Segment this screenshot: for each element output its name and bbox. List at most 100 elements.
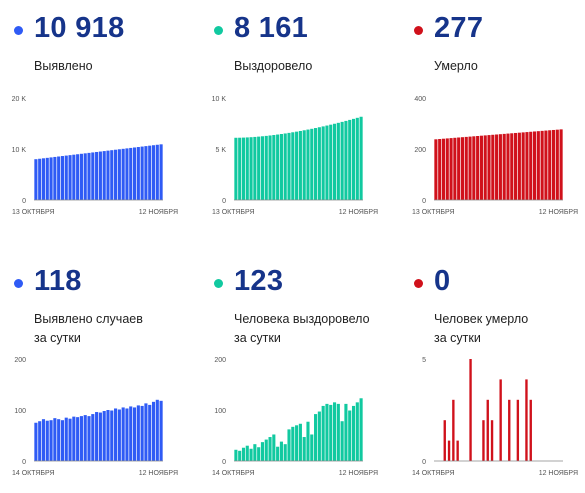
bar bbox=[283, 133, 287, 200]
bar bbox=[257, 447, 261, 461]
bar bbox=[355, 402, 359, 461]
bar bbox=[555, 129, 559, 200]
bar bbox=[132, 147, 137, 200]
bar bbox=[264, 439, 268, 461]
bar bbox=[159, 400, 163, 461]
bar bbox=[45, 157, 49, 200]
bar bbox=[479, 135, 483, 200]
bar bbox=[136, 405, 140, 461]
bar bbox=[148, 404, 152, 461]
bar bbox=[287, 429, 291, 461]
mini-bar-chart: 0 5 14 ОКТЯБРЯ 12 НОЯБРЯ bbox=[412, 357, 578, 477]
y-tick-label: 0 bbox=[22, 198, 26, 205]
bar bbox=[53, 156, 57, 200]
bar bbox=[441, 138, 446, 200]
bar bbox=[348, 410, 352, 461]
x-date-label: 12 НОЯБРЯ bbox=[339, 209, 378, 216]
bar bbox=[510, 133, 514, 200]
bar bbox=[306, 421, 310, 461]
bar bbox=[532, 131, 537, 200]
bar bbox=[68, 155, 72, 200]
bar bbox=[264, 135, 268, 200]
x-date-label: 14 ОКТЯБРЯ bbox=[12, 470, 55, 477]
y-tick-label: 10 K bbox=[212, 96, 227, 103]
bar bbox=[129, 147, 133, 200]
bar bbox=[329, 404, 333, 461]
bar bbox=[79, 416, 83, 461]
bar bbox=[525, 132, 529, 200]
bar bbox=[344, 403, 348, 461]
status-dot-icon bbox=[14, 26, 23, 35]
bar bbox=[241, 137, 246, 200]
bar bbox=[298, 130, 302, 200]
stat-panel: 10 918 Выявлено 0 10 K 20 K 13 ОКТЯБРЯ 12 НОЯБ… bbox=[0, 0, 185, 240]
bar bbox=[249, 448, 253, 461]
bar bbox=[525, 379, 528, 461]
bar bbox=[460, 137, 465, 200]
bar bbox=[102, 151, 106, 200]
bar bbox=[540, 130, 544, 200]
stat-label-line: Выздоровело bbox=[234, 59, 313, 73]
bar bbox=[272, 434, 276, 461]
bar bbox=[117, 149, 121, 200]
x-date-label: 13 ОКТЯБРЯ bbox=[412, 209, 455, 216]
bar bbox=[72, 416, 76, 461]
bar bbox=[529, 131, 533, 200]
bar bbox=[279, 441, 283, 461]
bar bbox=[95, 151, 99, 200]
bar bbox=[336, 122, 340, 200]
bar bbox=[64, 417, 68, 461]
bar bbox=[544, 130, 548, 200]
bar bbox=[351, 118, 356, 200]
bar bbox=[241, 447, 246, 461]
bar bbox=[456, 440, 459, 461]
bar bbox=[91, 414, 95, 461]
bar bbox=[245, 445, 249, 461]
bar bbox=[317, 411, 321, 461]
bar bbox=[79, 153, 83, 200]
stat-value: 8 161 bbox=[234, 12, 309, 44]
bar bbox=[314, 128, 318, 200]
bar bbox=[453, 137, 457, 200]
bar bbox=[287, 132, 291, 200]
bar bbox=[355, 117, 359, 200]
bar bbox=[517, 132, 521, 200]
bar bbox=[140, 146, 144, 200]
y-tick-label: 0 bbox=[22, 459, 26, 466]
bar bbox=[332, 123, 337, 200]
bar bbox=[249, 137, 253, 200]
bar bbox=[144, 403, 148, 461]
bar bbox=[151, 145, 156, 200]
bar bbox=[268, 437, 272, 461]
status-dot-icon bbox=[414, 26, 423, 35]
y-tick-label: 400 bbox=[414, 96, 426, 103]
bar bbox=[283, 444, 287, 461]
stat-label-line: за сутки bbox=[434, 331, 481, 345]
bar bbox=[238, 450, 242, 461]
bar bbox=[98, 412, 102, 461]
bar bbox=[291, 426, 295, 461]
stat-panel: 277 Умерло 0 200 400 13 ОКТЯБРЯ 12 НОЯБРЯ bbox=[400, 0, 585, 240]
stat-label-line: Выявлено bbox=[34, 59, 93, 73]
mini-bar-chart: 0 100 200 14 ОКТЯБРЯ 12 НОЯБРЯ bbox=[212, 357, 378, 477]
bar bbox=[559, 129, 563, 200]
bar bbox=[490, 420, 494, 461]
bar bbox=[114, 408, 118, 461]
bar bbox=[476, 136, 480, 200]
bar bbox=[121, 148, 125, 200]
bar bbox=[472, 136, 476, 200]
bar bbox=[38, 421, 42, 461]
bar bbox=[98, 151, 102, 200]
bar bbox=[60, 156, 65, 200]
bar bbox=[87, 416, 91, 461]
bar bbox=[502, 133, 506, 200]
bar bbox=[445, 138, 449, 200]
mini-bar-chart: 0 200 400 13 ОКТЯБРЯ 12 НОЯБРЯ bbox=[412, 96, 578, 216]
bar bbox=[464, 136, 468, 200]
x-date-label: 13 ОКТЯБРЯ bbox=[212, 209, 255, 216]
status-dot-icon bbox=[14, 279, 23, 288]
y-tick-label: 0 bbox=[222, 198, 226, 205]
bar bbox=[521, 132, 525, 200]
stat-value: 118 bbox=[34, 265, 82, 297]
bar bbox=[41, 419, 46, 461]
